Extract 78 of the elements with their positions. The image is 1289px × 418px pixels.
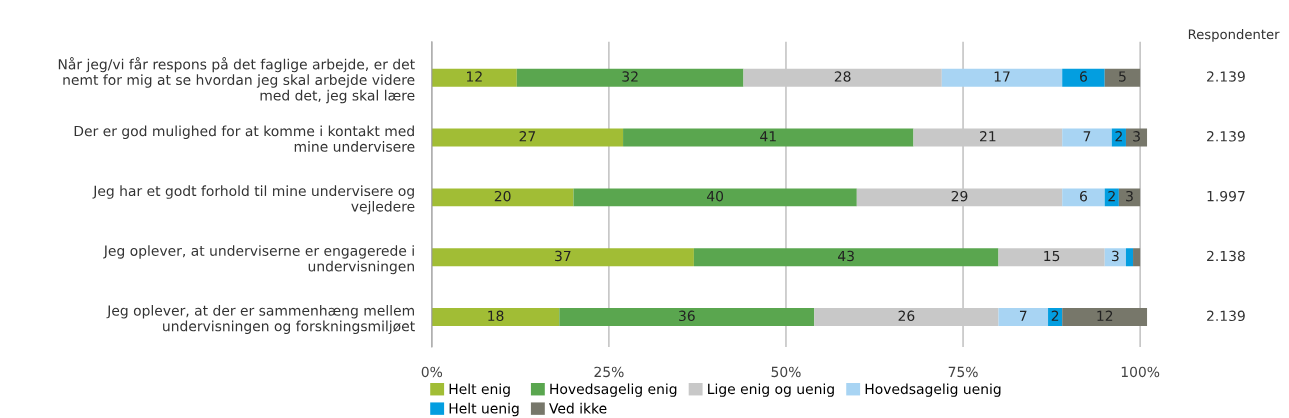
text: 2.139 [1207,71,1245,82]
data-label: 26 [898,310,915,322]
data-label: 27 [519,131,536,142]
text: 2.139 [1207,131,1245,142]
data-label: 2 [1051,310,1059,321]
legend-label: Ved ikke [549,402,607,414]
data-label: 12 [467,71,482,82]
bar [814,308,999,326]
data-label: 2 [1115,131,1122,142]
data-label: 2 [1108,190,1115,202]
legend-label: Hovedsagelig enig [550,383,677,397]
bar [1062,188,1105,207]
data-label: 7 [1019,310,1027,321]
data-label: 37 [555,250,571,262]
y-tick-label: Jeg oplever, at underviserne er engagerede i undervisningen [103,245,414,275]
y-tick-label: Jeg har et godt forhold til mine undervisere og vejledere [92,185,415,215]
bar [623,128,914,147]
data-label: 7 [1083,131,1091,142]
text: Respondenter [1188,29,1280,42]
data-label: 32 [622,71,638,82]
x-tick-label: 100% [1121,366,1160,378]
data-label: 5 [1119,71,1126,82]
data-label: 40 [706,190,724,202]
data-label: 36 [679,310,695,322]
text: 2.138 [1207,250,1245,262]
legend-label: Helt enig [449,383,510,397]
bar [998,308,1049,326]
bar [1104,68,1141,87]
bar [431,248,694,267]
data-label: 41 [760,131,776,142]
bar [1048,308,1063,326]
bar [1062,128,1112,147]
bar [856,188,1063,207]
legend-label: Lige enig og uenig [708,383,834,397]
bar [941,68,1063,87]
data-label: 18 [488,310,504,322]
data-label: 12 [1097,310,1113,321]
bar [693,248,999,267]
bar [559,308,815,326]
data-label: 43 [838,250,854,262]
bar [743,68,942,87]
bar [998,248,1105,267]
data-label: 3 [1126,190,1133,202]
x-tick-label: 50% [771,366,801,378]
bar [1133,248,1141,267]
bar [1062,68,1105,87]
data-label: 6 [1080,190,1088,202]
data-label: 20 [494,190,511,202]
x-tick-label: 25% [594,366,624,378]
data-label: 28 [834,71,851,82]
text: 1.997 [1207,190,1245,202]
y-tick-label: Når jeg/vi får respons på det faglige arbejde, er det nemt for mig at se hvordan jeg skal arbejde videre med det, jeg skal lære [58,57,415,104]
y-tick-label: Der er god mulighed for at komme i kontakt med mine undervisere [74,125,415,152]
data-label: 6 [1080,71,1088,82]
bar [913,128,1063,147]
data-label: 3 [1133,131,1140,142]
bar [431,308,560,326]
text: 2.139 [1207,310,1245,322]
legend-label: Helt uenig [449,402,519,417]
data-label: 21 [980,131,996,142]
bar [1062,308,1148,326]
data-label: 17 [994,71,1010,82]
bar [431,188,574,207]
bar [1125,248,1134,267]
bar [516,68,744,87]
bar [1125,128,1148,147]
data-label: 3 [1111,250,1119,262]
bar [431,68,517,87]
bar [1104,248,1126,267]
bar [573,188,857,207]
data-label: 15 [1044,250,1060,262]
y-tick-label: Jeg oplever, at der er sammenhæng mellem undervisningen og forskningsmiljøet [106,305,415,335]
bar [1118,188,1141,207]
legend-label: Hovedsagelig uenig [865,383,1001,397]
x-tick-label: 0% [421,366,443,378]
data-label: 29 [951,190,968,202]
bar [431,128,624,147]
x-tick-label: 75% [948,366,978,378]
